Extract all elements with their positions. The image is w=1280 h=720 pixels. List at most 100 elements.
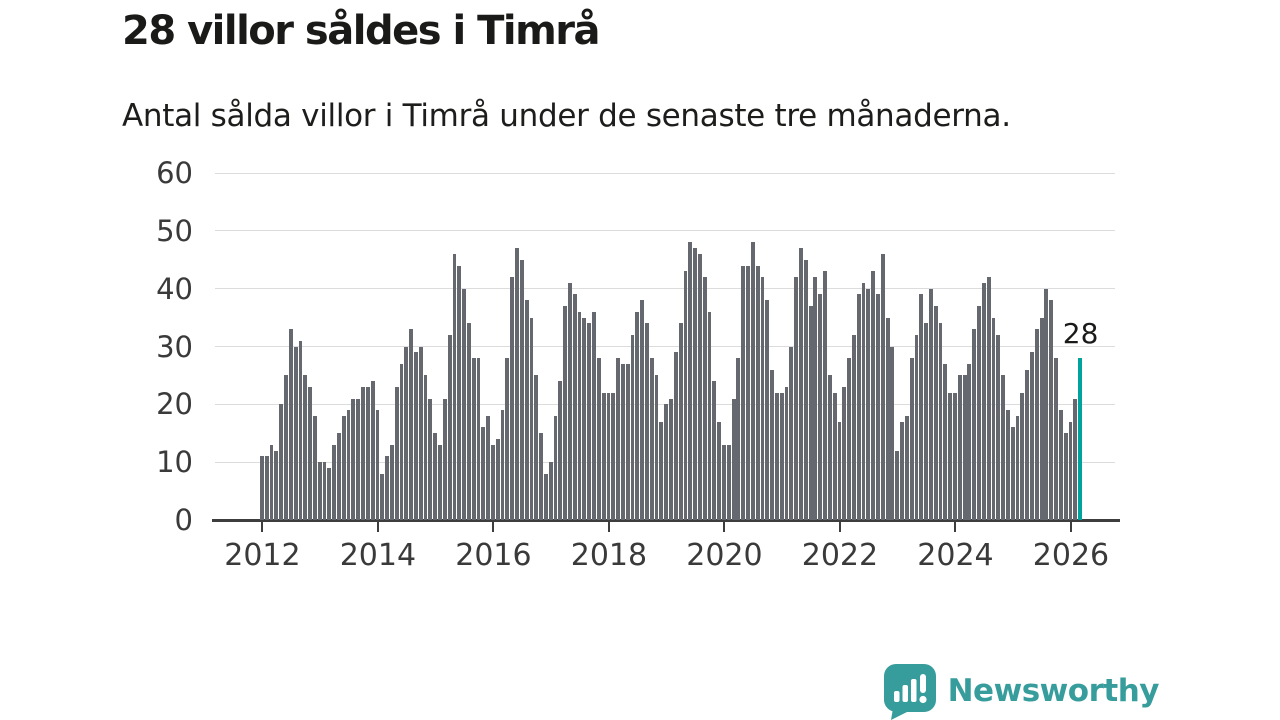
newsworthy-logo-text: Newsworthy (947, 673, 1160, 709)
bar (924, 323, 929, 520)
bar (611, 392, 616, 520)
bar (707, 311, 712, 520)
x-axis-tick-label: 2020 (686, 538, 763, 573)
bar (346, 410, 351, 520)
bar (866, 288, 871, 520)
bar (596, 358, 601, 520)
bar (909, 358, 914, 520)
bar (1044, 288, 1049, 520)
x-axis-tick (492, 521, 495, 532)
bar (442, 398, 447, 520)
x-axis-tick-label: 2022 (801, 538, 879, 573)
bar (649, 358, 654, 520)
bar (495, 439, 500, 520)
bar (688, 242, 693, 520)
bar (601, 392, 606, 520)
bar (953, 392, 957, 520)
bar (620, 363, 625, 520)
bar (572, 294, 577, 520)
bar (933, 306, 938, 520)
bar (481, 427, 486, 520)
bar (457, 265, 462, 520)
bar (731, 398, 736, 520)
bar (808, 306, 813, 520)
bar (466, 323, 471, 520)
bar (394, 386, 399, 520)
bar (1025, 369, 1030, 520)
bar (486, 415, 491, 520)
bar (303, 375, 308, 520)
bar (678, 323, 683, 520)
bar (635, 311, 640, 520)
bar (404, 346, 409, 520)
bar (543, 473, 548, 520)
bar (957, 375, 962, 520)
bar (856, 294, 861, 520)
bar (741, 265, 746, 520)
y-axis-tick-label: 10 (156, 445, 193, 480)
x-axis-tick (261, 521, 264, 532)
x-axis-tick-label: 2014 (339, 538, 417, 573)
bar (880, 253, 885, 520)
bar (534, 375, 539, 520)
bar (630, 334, 635, 520)
bar (986, 277, 991, 520)
bar (529, 317, 534, 520)
bar (779, 392, 784, 520)
bar (1049, 300, 1054, 520)
bar (582, 317, 587, 520)
bar (418, 346, 423, 520)
gridline-y-30 (215, 346, 1115, 347)
bar (832, 392, 837, 520)
bar (977, 306, 981, 520)
newsworthy-logo[interactable]: Newsworthy (883, 663, 1160, 720)
bar (380, 473, 385, 520)
bar (1030, 352, 1034, 520)
x-axis-tick (607, 521, 610, 532)
bar (288, 329, 293, 520)
bar (794, 277, 799, 520)
bar (774, 392, 779, 520)
bar (928, 288, 933, 520)
bar (1058, 410, 1063, 520)
bar (293, 346, 298, 520)
bar (842, 386, 847, 520)
bar (919, 294, 924, 520)
bar (274, 450, 279, 520)
bar (904, 415, 909, 520)
x-axis-tick-label: 2016 (455, 538, 532, 573)
bar (750, 242, 755, 520)
bar (1010, 427, 1015, 520)
bar (640, 300, 645, 520)
bar (981, 282, 986, 520)
bar (823, 271, 827, 520)
bar (568, 282, 572, 520)
bar (962, 375, 967, 520)
x-axis-tick (376, 521, 379, 532)
bar (370, 381, 375, 520)
bar (452, 253, 457, 520)
bar (972, 329, 977, 520)
bar (948, 392, 953, 520)
newsworthy-speech-bubble-bar-chart-icon (883, 663, 936, 720)
bar (462, 288, 466, 520)
bar (900, 421, 904, 520)
bar (784, 386, 789, 520)
x-axis-tick (838, 521, 841, 532)
bar (361, 386, 365, 520)
bar (375, 410, 380, 520)
bar (712, 381, 717, 520)
bar (317, 462, 322, 520)
bar (1063, 433, 1068, 520)
bar (818, 294, 823, 520)
bar-chart-plot-area: 28 0 10 20 30 40 50 60 2012 2014 2016 2018 2020 2022… (156, 157, 1120, 573)
bar (1068, 421, 1073, 520)
bar (491, 444, 495, 520)
bar (760, 277, 765, 520)
bar (1015, 415, 1020, 520)
bar (341, 415, 346, 520)
bar (693, 248, 697, 520)
bar (726, 444, 731, 520)
bar (385, 456, 389, 520)
bar (876, 294, 880, 520)
